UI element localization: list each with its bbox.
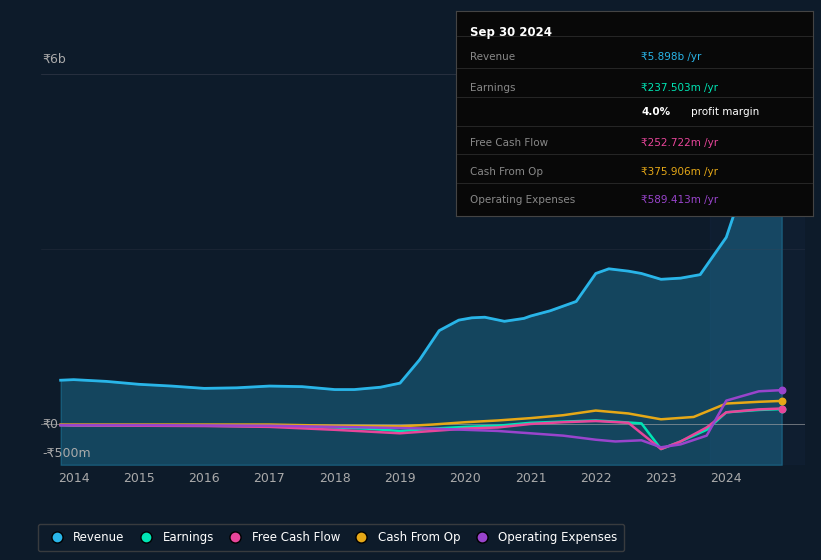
Point	[775, 386, 788, 395]
Text: Sep 30 2024: Sep 30 2024	[470, 26, 552, 39]
Text: ₹6b: ₹6b	[43, 53, 67, 66]
Point	[775, 405, 788, 414]
Text: 4.0%: 4.0%	[641, 108, 671, 117]
Text: profit margin: profit margin	[691, 108, 759, 117]
Point	[775, 67, 788, 76]
Text: ₹237.503m /yr: ₹237.503m /yr	[641, 83, 718, 93]
Text: -₹500m: -₹500m	[43, 447, 91, 460]
Text: Earnings: Earnings	[470, 83, 516, 93]
Text: ₹589.413m /yr: ₹589.413m /yr	[641, 195, 718, 205]
Text: ₹252.722m /yr: ₹252.722m /yr	[641, 138, 718, 148]
Text: Free Cash Flow: Free Cash Flow	[470, 138, 548, 148]
Text: ₹5.898b /yr: ₹5.898b /yr	[641, 52, 702, 62]
Text: ₹375.906m /yr: ₹375.906m /yr	[641, 166, 718, 176]
Text: ₹0: ₹0	[43, 417, 58, 431]
Text: Revenue: Revenue	[470, 52, 515, 62]
Text: Cash From Op: Cash From Op	[470, 166, 543, 176]
Point	[775, 396, 788, 405]
Point	[775, 404, 788, 413]
Text: Operating Expenses: Operating Expenses	[470, 195, 576, 205]
Legend: Revenue, Earnings, Free Cash Flow, Cash From Op, Operating Expenses: Revenue, Earnings, Free Cash Flow, Cash …	[38, 524, 625, 551]
Bar	[710, 45, 805, 465]
